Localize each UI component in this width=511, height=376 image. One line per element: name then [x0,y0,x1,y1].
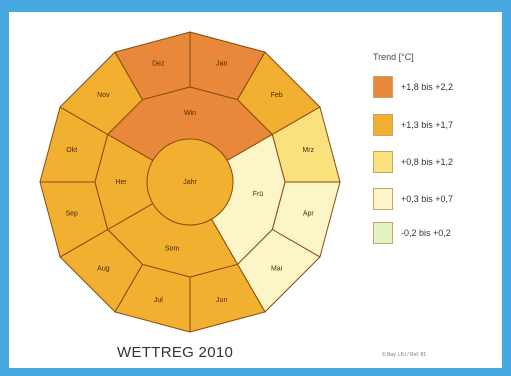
month-label-jan: Jan [216,61,227,68]
season-label-her: Her [115,179,127,186]
month-label-okt: Okt [66,147,77,154]
legend-label-3: +0,8 bis +1,2 [401,157,454,167]
season-label-frü: Frü [253,191,264,198]
month-label-nov: Nov [97,92,110,99]
season-label-som: Som [165,245,180,252]
month-label-sep: Sep [65,211,78,218]
legend-swatch-2 [373,114,393,136]
legend-label-5: -0,2 bis +0,2 [401,228,451,238]
season-label-win: Win [184,110,196,117]
legend-item-3: +0,8 bis +1,2 [373,151,511,173]
legend-item-4: +0,3 bis +0,7 [373,188,511,210]
legend-swatch-3 [373,151,393,173]
month-label-jun: Jun [216,297,227,304]
legend-item-1: +1,8 bis +2,2 [373,76,511,98]
month-ring: Jan Feb Mrz Apr Mai Jun Jul Aug Sep Okt Nov Dez [39,31,341,333]
month-label-dez: Dez [152,61,165,68]
legend-label-4: +0,3 bis +0,7 [401,194,454,204]
year-core: Jahr [146,138,234,226]
legend-item-5: -0,2 bis +0,2 [373,222,511,244]
legend-item-2: +1,3 bis +1,7 [373,114,511,136]
month-label-apr: Apr [303,211,315,218]
year-circle [146,138,234,226]
legend-label-2: +1,3 bis +1,7 [401,120,454,130]
month-label-aug: Aug [97,265,110,272]
legend-label-1: +1,8 bis +2,2 [401,82,454,92]
legend-swatch-4 [373,188,393,210]
legend-title: Trend [°C] [373,52,414,62]
month-label-mai: Mai [271,265,283,272]
year-label: Jahr [183,179,197,186]
legend-swatch-1 [373,76,393,98]
model-title: WETTREG 2010 [117,344,234,361]
legend-swatch-5 [373,222,393,244]
month-label-feb: Feb [271,92,283,99]
credit-note: © Bay. LfU / Ref. 81 [382,352,427,358]
month-label-jul: Jul [154,297,163,304]
month-label-mrz: Mrz [302,147,314,154]
